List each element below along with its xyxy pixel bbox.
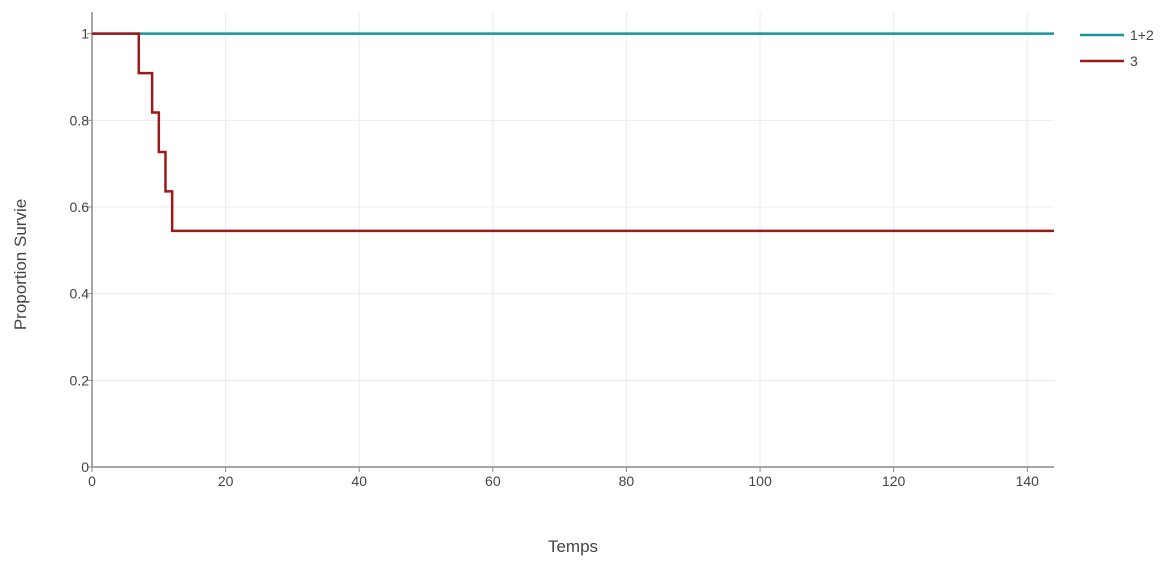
axes	[87, 12, 1054, 472]
y-tick-label: 0.8	[70, 112, 90, 128]
x-tick-label: 20	[218, 473, 234, 489]
tick-labels: 0 20 40 60 80 100 120 140 0 0.2 0.4 0.6 0.8 1	[70, 26, 1040, 489]
legend-label: 3	[1130, 53, 1138, 69]
legend-item-2[interactable]: 3	[1080, 53, 1138, 69]
series-lines	[92, 32, 1054, 233]
x-tick-label: 140	[1016, 473, 1040, 489]
x-axis-title: Temps	[548, 537, 598, 556]
x-tick-label: 0	[88, 473, 96, 489]
y-tick-label: 1	[81, 26, 89, 42]
y-axis-title: Proportion Survie	[11, 199, 30, 330]
legend[interactable]: 1+2 3	[1080, 27, 1154, 69]
grid	[92, 12, 1054, 467]
y-tick-label: 0.4	[70, 286, 90, 302]
x-tick-label: 60	[485, 473, 501, 489]
series-line-2[interactable]	[92, 32, 1054, 233]
y-tick-label: 0.2	[70, 372, 90, 388]
x-tick-label: 100	[748, 473, 772, 489]
x-tick-label: 120	[882, 473, 906, 489]
x-tick-label: 80	[619, 473, 635, 489]
y-tick-label: 0.6	[70, 199, 90, 215]
x-tick-label: 40	[351, 473, 367, 489]
legend-item-1[interactable]: 1+2	[1080, 27, 1154, 43]
legend-label: 1+2	[1130, 27, 1154, 43]
y-tick-label: 0	[81, 459, 89, 475]
